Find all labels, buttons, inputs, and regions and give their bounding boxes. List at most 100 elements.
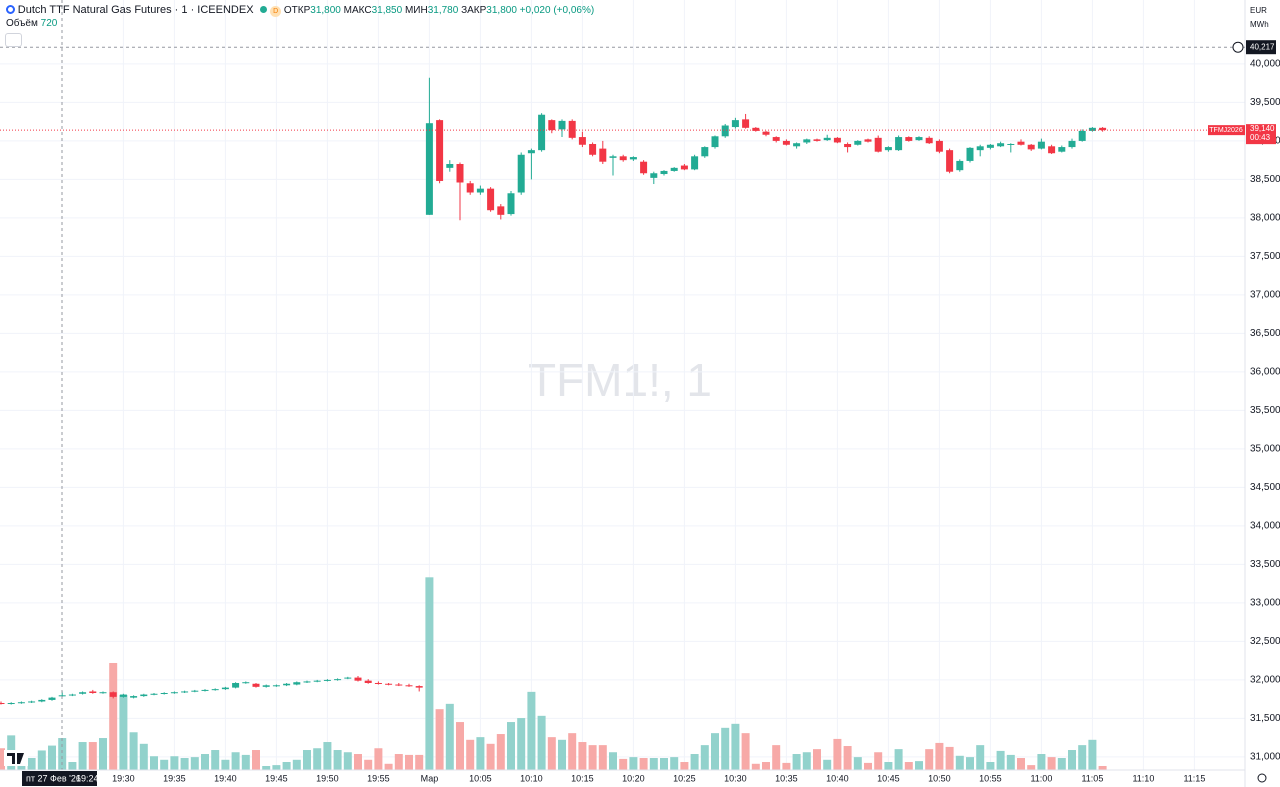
watermark: TFM1!, 1 — [528, 354, 712, 406]
candle-body — [813, 139, 821, 141]
candle-body — [89, 691, 97, 693]
status-dot — [260, 6, 268, 13]
candle-body — [283, 683, 291, 686]
volume-bar — [843, 746, 852, 770]
candle-body — [691, 156, 699, 170]
volume-bar — [78, 742, 87, 770]
high-label: МАКС — [343, 5, 372, 16]
candle-body — [425, 123, 433, 215]
volume-bar — [1006, 754, 1015, 770]
volume-bar — [639, 758, 648, 770]
candle-body — [823, 137, 831, 141]
unit[interactable]: MWh — [1250, 20, 1269, 29]
volume-bar — [405, 754, 413, 770]
crosshair-time-box — [22, 771, 97, 786]
y-tick-label: 31,000 — [1250, 752, 1280, 763]
candle-body — [721, 125, 729, 137]
volume-legend: Объём 720 — [6, 18, 57, 29]
candle-body — [680, 165, 688, 170]
candle-body — [313, 680, 321, 682]
volume-bar — [588, 745, 597, 770]
volume-bar — [48, 745, 56, 770]
volume-bar — [986, 762, 995, 770]
volume-bar — [782, 762, 791, 770]
candle-body — [201, 689, 209, 691]
candle-body — [568, 120, 576, 138]
x-tick-label: 19:50 — [316, 773, 339, 783]
candle-body — [599, 148, 607, 162]
volume-bar — [823, 759, 832, 770]
y-tick-label: 35,000 — [1250, 444, 1280, 455]
volume-bar — [37, 750, 46, 770]
candle-body — [415, 686, 423, 688]
candle-body — [640, 161, 648, 174]
volume-bar — [170, 756, 179, 770]
last-price-box — [1246, 124, 1276, 145]
low: 31,780 — [427, 5, 459, 16]
y-tick-label: 36,500 — [1250, 328, 1280, 339]
volume-bar — [456, 722, 464, 770]
logo — [7, 753, 24, 764]
volume-bar — [731, 723, 740, 770]
candles — [0, 77, 1107, 705]
candle-body — [119, 694, 127, 697]
candle-body — [772, 137, 780, 141]
settings-icon[interactable] — [1257, 773, 1267, 783]
volume-bar — [792, 754, 801, 770]
volume-bar — [1078, 745, 1087, 770]
volume-bar — [221, 759, 230, 770]
volume-bar — [384, 763, 393, 770]
y-tick-label: 39,500 — [1250, 97, 1280, 108]
volume-bar — [670, 757, 679, 770]
x-tick-label: 19:55 — [367, 773, 390, 783]
volume-bar — [802, 752, 811, 770]
candle-body — [660, 170, 668, 175]
volume-bar — [425, 577, 434, 770]
high: 31,850 — [371, 5, 403, 16]
volume-bar — [333, 750, 342, 770]
last-price-label: 39,140 — [1250, 124, 1275, 133]
candle-body — [140, 694, 148, 697]
candle-body — [466, 183, 474, 193]
volume-bar — [1027, 765, 1036, 770]
crosshair-plus — [1232, 41, 1244, 53]
y-tick-label: 37,500 — [1250, 251, 1280, 262]
candle-body — [109, 692, 117, 697]
x-tick-label: 10:25 — [673, 773, 696, 783]
candle-body — [925, 137, 933, 144]
change: +0,020 (+0,06%) — [519, 5, 595, 16]
last-price-tag: TFMJ2026 — [1209, 127, 1243, 134]
candle-body — [17, 702, 25, 704]
volume-bar — [558, 739, 566, 770]
volume-bar — [772, 745, 781, 770]
candle-body — [303, 681, 311, 683]
icon — [6, 5, 15, 14]
candle-body — [272, 685, 280, 687]
logo-bg — [4, 750, 28, 766]
volume-bar — [211, 750, 220, 770]
x-tick-label: 19:45 — [265, 773, 288, 783]
x-tick-label: 11:00 — [1030, 773, 1052, 783]
candle-body — [405, 685, 413, 687]
candle-body — [436, 120, 444, 181]
currency[interactable]: EUR — [1250, 6, 1267, 15]
y-tick-label: 34,500 — [1250, 482, 1280, 493]
close-label: ЗАКР — [461, 5, 487, 16]
candle-body — [38, 699, 46, 702]
candle-body — [181, 691, 189, 693]
candle-body — [670, 167, 678, 171]
candle-body — [7, 703, 15, 705]
volume-bar — [966, 757, 974, 770]
candle-body — [99, 692, 107, 694]
volume-bar — [190, 757, 199, 770]
candle-body — [935, 140, 943, 152]
candle-body — [507, 193, 515, 215]
volume-bar — [976, 745, 985, 770]
volume-label: Объём — [6, 18, 38, 29]
volume-bar — [27, 758, 36, 770]
candle-body — [884, 147, 892, 151]
x-tick-label: Мар — [421, 773, 439, 783]
collapse-button[interactable] — [5, 33, 22, 47]
candle-body — [68, 694, 76, 696]
